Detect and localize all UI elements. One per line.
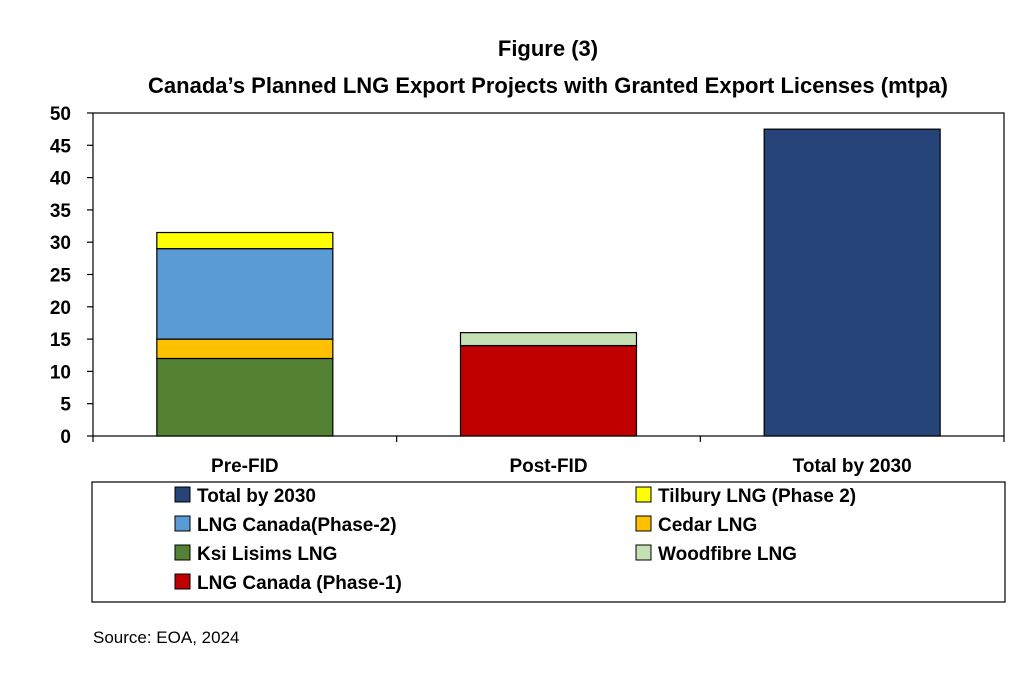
legend-swatch [635, 544, 652, 561]
y-tick-label: 15 [50, 330, 72, 351]
x-axis: Pre-FID Post-FID Total by 2030 [92, 436, 1005, 477]
legend-swatch [635, 515, 652, 532]
y-tick-label: 0 [60, 427, 71, 448]
legend-swatch [174, 573, 191, 590]
x-category-label: Post-FID [509, 456, 587, 477]
legend-swatch [174, 486, 191, 503]
bar-segment [156, 338, 334, 360]
y-axis: 0 5 10 15 20 25 30 35 40 45 50 [50, 104, 93, 448]
legend-label: Tilbury LNG (Phase 2) [658, 486, 856, 507]
legend-label: LNG Canada(Phase-2) [197, 515, 397, 536]
legend-swatch [174, 544, 191, 561]
legend-label: Cedar LNG [658, 515, 757, 536]
y-tick-label: 5 [60, 395, 71, 416]
legend-label: Total by 2030 [197, 486, 316, 507]
y-tick-label: 45 [50, 136, 72, 157]
bar-segment [156, 357, 334, 437]
bar-segment [156, 231, 334, 250]
x-category-label: Pre-FID [211, 456, 279, 477]
legend-label: Woodfibre LNG [658, 544, 797, 565]
legend-box [91, 481, 1006, 603]
y-tick-label: 10 [50, 362, 71, 383]
bar-segment [459, 344, 638, 437]
source-note: Source: EOA, 2024 [93, 628, 239, 647]
x-category-label: Total by 2030 [793, 456, 912, 477]
y-tick-label: 25 [50, 266, 72, 287]
y-tick-label: 35 [50, 201, 72, 222]
legend-label: Ksi Lisims LNG [197, 544, 337, 565]
y-tick-label: 20 [50, 298, 71, 319]
chart-title: Figure (3) [498, 36, 598, 61]
y-tick-label: 40 [50, 169, 71, 190]
chart-subtitle: Canada’s Planned LNG Export Projects wit… [148, 73, 948, 98]
legend-label: LNG Canada (Phase-1) [197, 573, 402, 594]
bars-layer [156, 128, 941, 437]
legend-swatch [635, 486, 652, 503]
y-tick-label: 30 [50, 233, 71, 254]
legend-swatch [174, 515, 191, 532]
y-tick-label: 50 [50, 104, 71, 125]
bar-segment [763, 128, 941, 437]
bar-segment [459, 332, 638, 347]
bar-segment [156, 248, 334, 340]
legend: Total by 2030 Tilbury LNG (Phase 2) LNG Ca… [174, 486, 856, 594]
